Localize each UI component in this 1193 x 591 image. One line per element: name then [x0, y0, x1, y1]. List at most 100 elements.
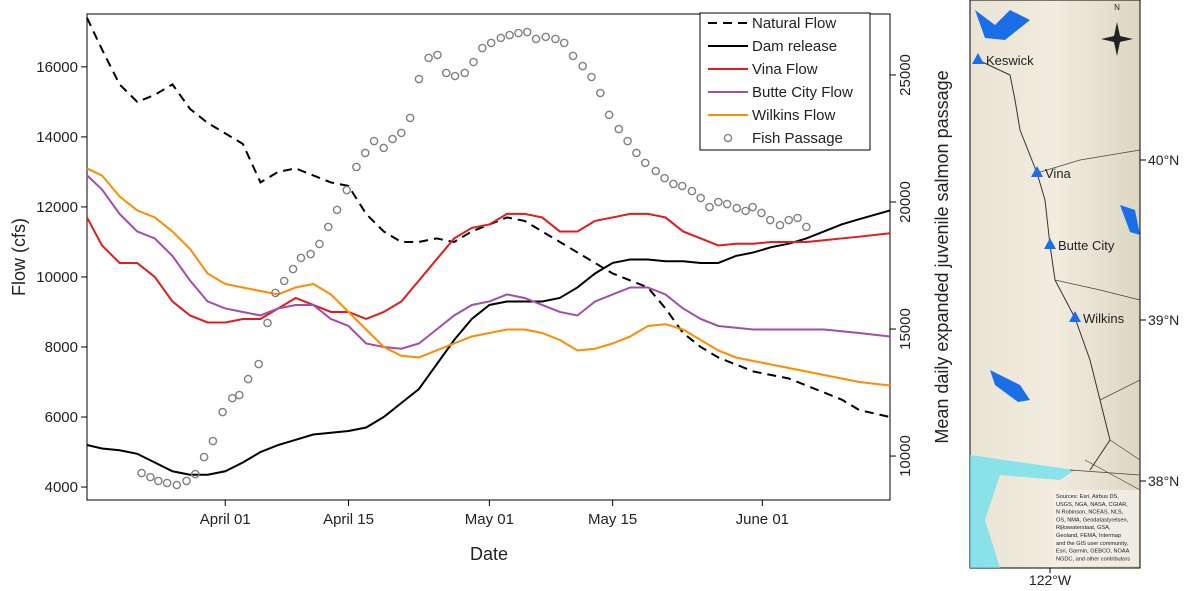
fish-point	[414, 74, 424, 84]
fish-point	[732, 203, 742, 213]
legend-label: Fish Passage	[752, 130, 843, 147]
fish-point	[424, 53, 433, 63]
fish-point	[531, 34, 541, 44]
lat-label: 39°N	[1148, 312, 1179, 328]
fish-point	[296, 253, 306, 263]
y-tick-label: 4000	[45, 479, 78, 496]
legend-label: Wilkins Flow	[752, 107, 836, 124]
source-text: Rijkswaterstaat, GSA,	[1056, 525, 1111, 531]
fish-point	[514, 28, 523, 38]
bay	[970, 455, 1075, 568]
legend-label: Dam release	[752, 38, 837, 55]
lat-label: 40°N	[1148, 152, 1179, 168]
fish-point	[441, 68, 451, 78]
fish-point	[559, 38, 569, 48]
y2-tick-label: 25000	[897, 54, 914, 96]
fish-point	[541, 32, 551, 42]
fish-point	[199, 452, 209, 462]
fish-point	[469, 57, 478, 67]
fish-point	[604, 110, 614, 120]
fish-point	[568, 51, 578, 61]
fish-point	[486, 38, 496, 48]
fish-point	[397, 128, 406, 138]
fish-point	[208, 436, 218, 446]
legend-box	[699, 12, 871, 151]
y-tick-label: 14000	[36, 129, 78, 146]
x-tick-label: May 15	[588, 511, 637, 528]
fish-point	[587, 72, 596, 82]
compass-label: N	[1114, 3, 1120, 12]
fish-point	[496, 33, 506, 43]
fish-point	[360, 148, 370, 158]
fish-point	[433, 50, 442, 60]
legend-label: Vina Flow	[752, 61, 818, 78]
plot: 4000 6000 8000 10000 12000 14000 16000 10000 150…	[36, 17, 914, 528]
fish-point	[505, 30, 514, 40]
x-tick-label: April 15	[323, 511, 374, 528]
fish-point	[669, 179, 678, 189]
x-tick-label: May 01	[465, 511, 514, 528]
site-label: Butte City	[1058, 238, 1115, 253]
fish-point	[227, 393, 237, 403]
fish-point	[722, 199, 732, 209]
fish-point	[522, 27, 532, 37]
fish-point	[254, 359, 263, 369]
fish-point	[379, 143, 389, 153]
fish-point	[405, 113, 415, 123]
source-text: USGS, NGA, NASA, CGIAR,	[1056, 502, 1128, 508]
source-box	[1053, 490, 1139, 566]
fish-point	[623, 136, 632, 146]
source-text: Sources: Esri, Airbus DS,	[1056, 494, 1119, 500]
y-tick-label: 16000	[36, 59, 78, 76]
y2-tick-label: 10000	[897, 435, 914, 477]
fish-point	[306, 249, 315, 259]
fish-point	[323, 222, 333, 232]
fish-point	[478, 43, 487, 53]
site-marker	[1069, 311, 1081, 322]
y2-tick-label: 15000	[897, 308, 914, 350]
fish-point	[154, 476, 163, 486]
series-line	[86, 212, 891, 324]
y2-tick-label: 20000	[897, 181, 914, 223]
source-text: Geoland, FEMA, Intermap	[1056, 533, 1121, 539]
source-text: OS, NMA, Geodatastyrelsen,	[1056, 517, 1129, 523]
fish-point	[315, 239, 324, 249]
fish-point	[450, 71, 460, 81]
source-text: and the GIS user community,	[1056, 541, 1128, 547]
source-text: NGDC, and other contributors	[1056, 556, 1130, 562]
fish-point	[714, 197, 723, 207]
fish-point	[352, 162, 361, 172]
series-line	[86, 209, 891, 476]
fish-point	[802, 222, 811, 232]
fish-point	[765, 215, 775, 225]
fish-point	[741, 206, 750, 216]
fish-point	[748, 202, 757, 212]
fish-point	[705, 202, 714, 212]
fish-point	[757, 208, 766, 218]
fish-point	[784, 215, 794, 225]
legend: Natural Flow Dam release Vina Flow Butte Ci…	[699, 12, 871, 151]
fish-point	[137, 468, 146, 478]
fish-point	[660, 173, 669, 183]
y-tick-label: 10000	[36, 269, 78, 286]
fish-point	[551, 34, 560, 44]
lon-label: 122°W	[1029, 572, 1072, 586]
legend-label: Natural Flow	[752, 15, 836, 32]
y-axis-title: Flow (cfs)	[9, 218, 29, 296]
site-label: Wilkins	[1083, 311, 1125, 326]
fish-point	[614, 124, 624, 134]
site-label: Vina	[1045, 166, 1072, 181]
site-marker	[972, 53, 984, 64]
series-line	[86, 174, 891, 350]
fish-point	[388, 134, 397, 144]
fish-point	[288, 264, 298, 274]
fish-point	[235, 390, 244, 400]
fish-point	[460, 68, 470, 78]
fish-point	[369, 136, 379, 146]
fish-point	[632, 148, 641, 158]
source-text: Esri, Garmin, GEBCO, NOAA	[1056, 549, 1130, 555]
y2-axis-title: Mean daily expanded juvenile salmon pass…	[932, 70, 952, 443]
fish-point	[182, 476, 191, 486]
y-tick-label: 6000	[45, 409, 78, 426]
x-axis-title: Date	[470, 544, 508, 564]
